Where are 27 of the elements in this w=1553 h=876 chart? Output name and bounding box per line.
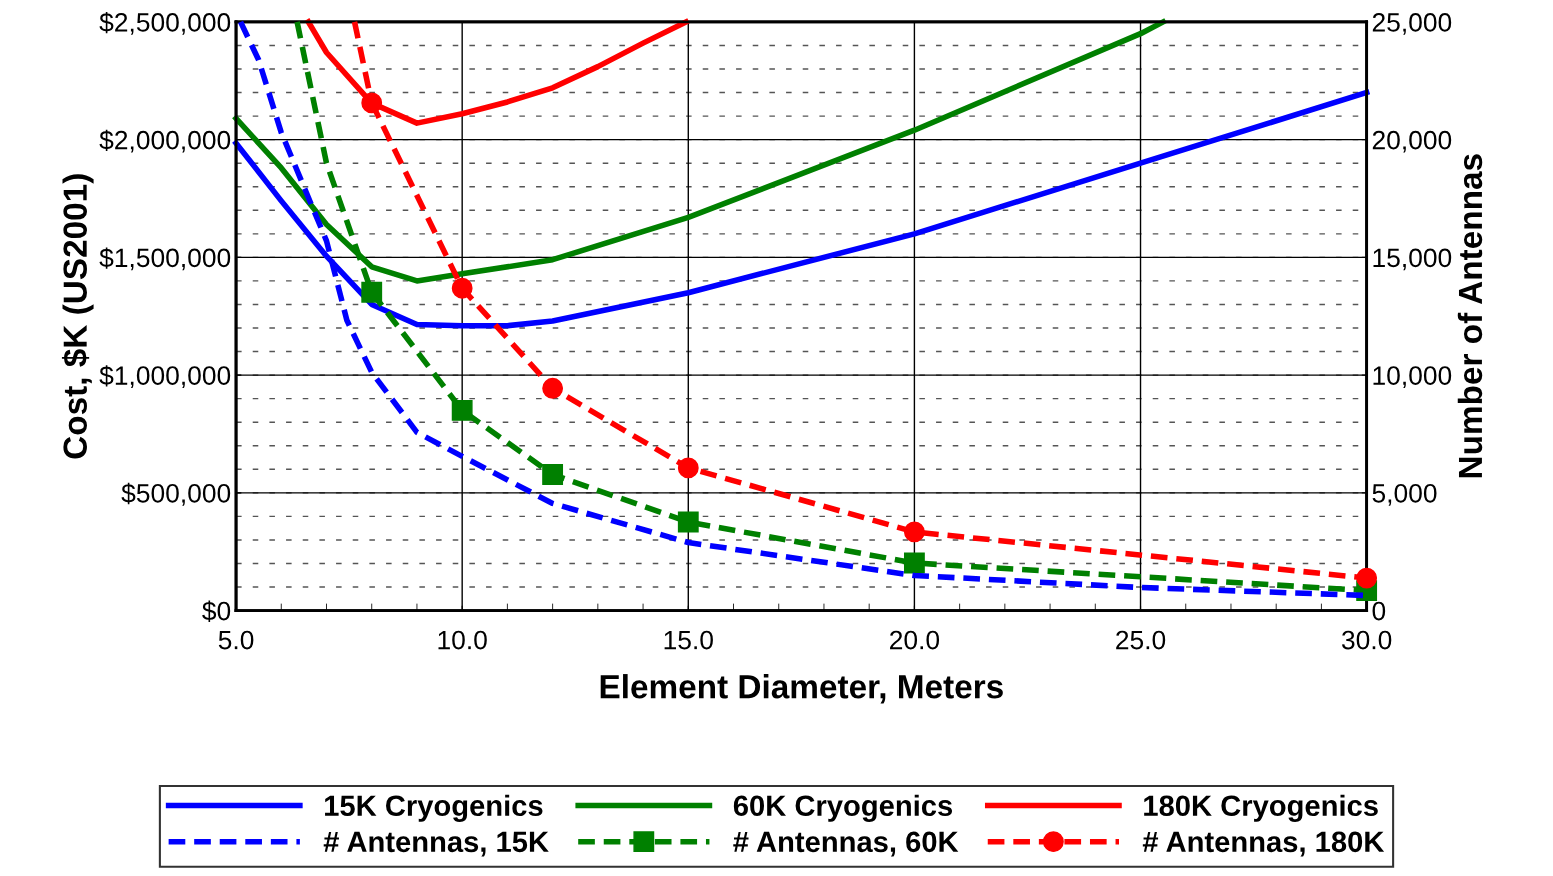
y2-tick-label: 15,000 [1373,248,1452,271]
y2-tick-label: 5,000 [1372,483,1437,506]
legend-label: 180K Cryogenics [1144,794,1378,822]
x-tick-label: 15.0 [664,630,713,650]
legend-label: # Antennas, 180K [1142,831,1385,857]
x-axis-title: Element Diameter, Meters [600,674,1003,704]
y-axis-title: Cost, $K (US2001) [61,174,94,459]
y-tick-label: $2,500,000 [99,11,231,35]
legend-label: # Antennas, 60K [733,831,959,857]
y2-tick-label: 20,000 [1372,130,1452,153]
y-tick-label: $500,000 [121,482,231,506]
y-tick-label: $1,000,000 [99,365,231,389]
x-tick-label: 25.0 [1116,630,1166,650]
y2-axis-title: Number of Antennas [1457,154,1483,478]
y2-tick-label: 10,000 [1373,366,1452,389]
y-tick-label: $0 [202,600,231,622]
x-tick-label: 30.0 [1341,630,1392,650]
y2-tick-label: 0 [1372,601,1386,621]
x-tick-label: 20.0 [890,630,940,650]
x-tick-label: 5.0 [218,630,254,650]
legend-label: 60K Cryogenics [733,794,953,822]
legend-label: # Antennas, 15K [323,831,549,857]
y-tick-label: $2,000,000 [99,129,231,153]
x-tick-label: 10.0 [438,630,487,650]
y2-tick-label: 25,000 [1372,13,1452,35]
legend-label: 15K Cryogenics [325,794,543,822]
y-tick-label: $1,500,000 [99,247,231,271]
